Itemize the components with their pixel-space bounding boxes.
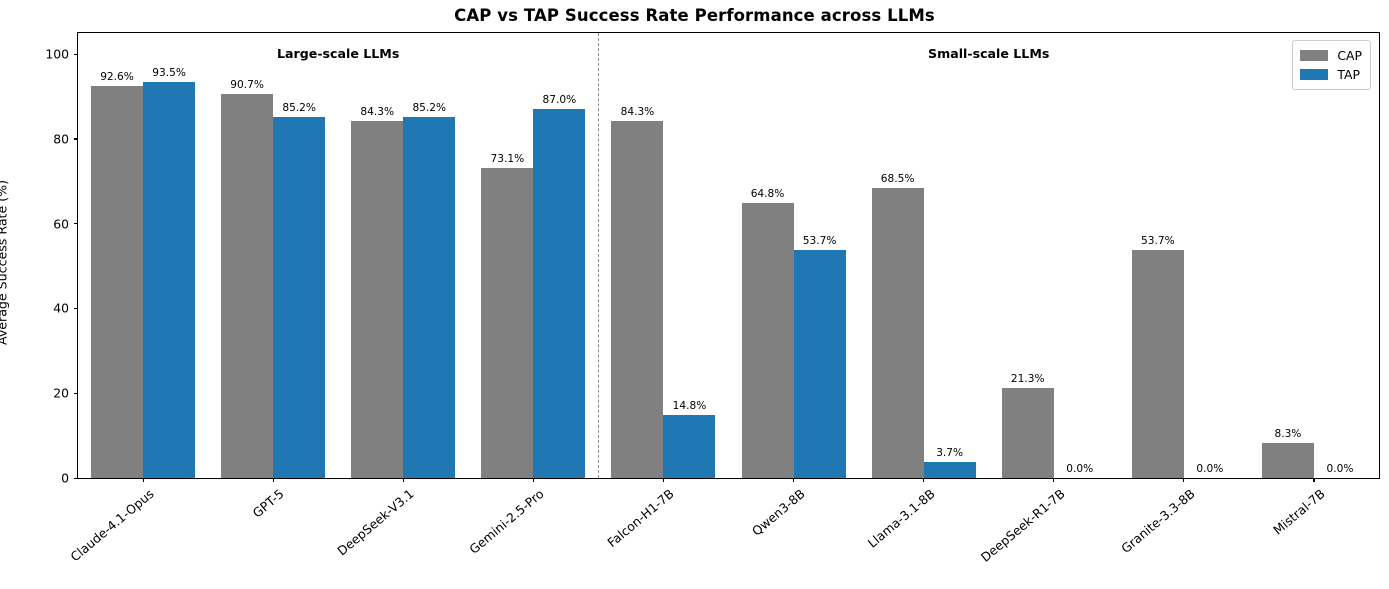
x-tick-label: Llama-3.1-8B <box>864 486 938 551</box>
chart-title: CAP vs TAP Success Rate Performance acro… <box>454 6 935 25</box>
bar-cap-deepseek-v3.1 <box>351 120 404 478</box>
x-tick-label: Falcon-H1-7B <box>604 486 678 551</box>
chart-legend[interactable]: CAP TAP <box>1292 40 1371 90</box>
legend-label-tap: TAP <box>1337 67 1360 82</box>
y-tick-mark <box>74 307 78 310</box>
legend-item-cap[interactable]: CAP <box>1300 46 1362 65</box>
y-axis-label: Average Success Rate (%) <box>0 179 10 346</box>
bar-tap-llama-3.1-8b <box>923 462 976 478</box>
x-tick-mark <box>923 478 925 482</box>
bar-cap-llama-3.1-8b <box>871 187 924 478</box>
y-tick-mark <box>74 392 78 394</box>
bar-cap-granite-3.3-8b <box>1131 250 1184 478</box>
bar-cap-claude-4.1-opus <box>91 85 144 478</box>
bar-value-label: 64.8% <box>750 188 785 201</box>
bar-value-label: 0.0% <box>1196 463 1224 475</box>
bar-value-label: 85.2% <box>282 101 316 114</box>
bar-value-label: 87.0% <box>542 94 577 107</box>
y-tick-mark <box>74 138 78 140</box>
y-tick-mark <box>74 223 78 225</box>
y-tick-label: 80 <box>53 131 69 147</box>
legend-label-cap: CAP <box>1337 48 1362 63</box>
y-tick-label: 40 <box>53 300 69 316</box>
x-tick-label: Claude-4.1-Opus <box>67 486 157 565</box>
x-tick-label: DeepSeek-V3.1 <box>334 486 417 559</box>
y-tick-label: 60 <box>53 216 69 232</box>
x-tick-mark <box>272 478 274 482</box>
section-divider <box>598 33 600 478</box>
bar-value-label: 0.0% <box>1326 463 1354 475</box>
bar-cap-qwen3-8b <box>741 203 794 478</box>
legend-item-tap[interactable]: TAP <box>1300 65 1362 84</box>
bar-value-label: 14.8% <box>672 400 707 413</box>
x-tick-mark <box>1053 478 1055 482</box>
y-tick-label: 0 <box>61 470 69 486</box>
x-tick-label: Mistral-7B <box>1270 486 1328 538</box>
bar-value-label: 92.6% <box>100 70 134 83</box>
bar-value-label: 53.7% <box>1141 235 1175 248</box>
x-tick-mark <box>402 478 404 482</box>
bar-cap-gpt-5 <box>221 93 274 478</box>
bar-value-label: 93.5% <box>152 66 186 79</box>
group-heading: Small-scale LLMs <box>928 46 1050 62</box>
bar-tap-falcon-h1-7b <box>663 415 716 478</box>
x-tick-mark <box>532 478 534 482</box>
bar-cap-deepseek-r1-7b <box>1001 387 1054 478</box>
x-tick-mark <box>1313 478 1315 482</box>
bar-tap-qwen3-8b <box>793 250 846 478</box>
x-tick-mark <box>793 478 795 482</box>
bar-value-label: 0.0% <box>1066 463 1094 475</box>
bar-value-label: 68.5% <box>880 172 915 185</box>
x-tick-label: Gemini-2.5-Pro <box>466 486 547 557</box>
x-tick-mark <box>662 478 665 482</box>
bar-value-label: 73.1% <box>490 153 525 166</box>
bar-tap-gemini-2.5-pro <box>533 109 586 478</box>
bar-value-label: 53.7% <box>802 235 837 248</box>
bar-value-label: 90.7% <box>230 78 264 91</box>
bar-value-label: 84.3% <box>620 105 655 118</box>
bar-cap-falcon-h1-7b <box>611 120 664 478</box>
bar-value-label: 84.3% <box>360 105 395 118</box>
plot-area: 0 20 40 60 80 100 Claude-4.1-Opus GPT-5 DeepSee… <box>45 32 1380 565</box>
bar-tap-deepseek-v3.1 <box>403 116 456 478</box>
bar-value-label: 3.7% <box>936 447 964 460</box>
bar-tap-claude-4.1-opus <box>143 81 196 478</box>
bar-value-label: 8.3% <box>1274 427 1302 440</box>
x-tick-mark <box>142 478 144 482</box>
bar-tap-gpt-5 <box>273 116 326 478</box>
legend-swatch-tap-icon <box>1300 69 1329 80</box>
bar-cap-mistral-7b <box>1261 442 1314 478</box>
bar-value-label: 21.3% <box>1010 372 1045 385</box>
bar-value-label: 85.2% <box>412 101 447 114</box>
y-tick-mark <box>74 53 78 55</box>
x-tick-label: GPT-5 <box>249 486 287 521</box>
y-tick-mark <box>74 477 78 479</box>
x-tick-label: Granite-3.3-8B <box>1118 486 1198 557</box>
group-heading: Large-scale LLMs <box>277 46 400 62</box>
x-tick-mark <box>1183 478 1185 482</box>
bar-cap-gemini-2.5-pro <box>481 168 534 478</box>
legend-swatch-cap-icon <box>1300 50 1329 61</box>
x-tick-label: DeepSeek-R1-7B <box>977 486 1068 565</box>
y-tick-label: 100 <box>45 46 69 62</box>
y-tick-label: 20 <box>53 385 69 401</box>
x-tick-label: Qwen3-8B <box>748 486 808 539</box>
